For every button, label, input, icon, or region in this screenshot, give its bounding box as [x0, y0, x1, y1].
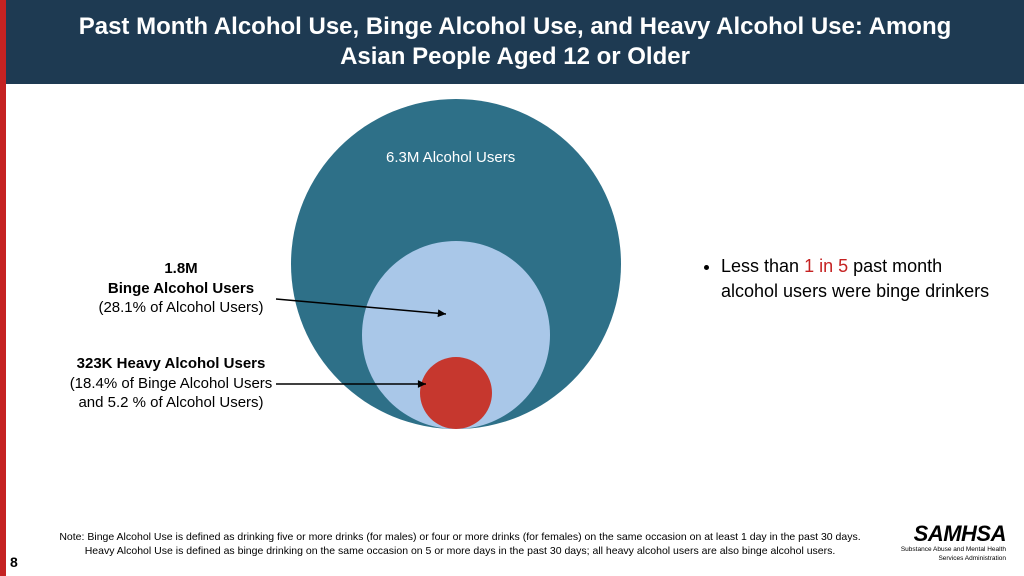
binge-value: 1.8M	[164, 260, 197, 277]
binge-name: Binge Alcohol Users	[108, 280, 254, 297]
binge-pct: (28.1% of Alcohol Users)	[98, 299, 263, 316]
slide-title: Past Month Alcohol Use, Binge Alcohol Us…	[46, 12, 984, 72]
binge-label: 1.8M Binge Alcohol Users (28.1% of Alcoh…	[86, 259, 276, 318]
heavy-name: 323K Heavy Alcohol Users	[77, 355, 266, 372]
heavy-pct: (18.4% of Binge Alcohol Users and 5.2 % …	[70, 375, 273, 412]
page-number: 8	[10, 554, 18, 570]
bullet-pre: Less than	[721, 256, 804, 276]
outer-circle-label: 6.3M Alcohol Users	[386, 149, 515, 166]
heavy-label: 323K Heavy Alcohol Users (18.4% of Binge…	[66, 354, 276, 413]
samhsa-logo: SAMHSA Substance Abuse and Mental Health…	[901, 524, 1006, 562]
logo-sub2: Services Administration	[901, 555, 1006, 562]
bullet-text: Less than 1 in 5 past month alcohol user…	[701, 254, 1001, 304]
title-bar: Past Month Alcohol Use, Binge Alcohol Us…	[6, 0, 1024, 84]
arrow-heavy	[268, 376, 434, 392]
footnote: Note: Binge Alcohol Use is defined as dr…	[50, 530, 870, 558]
chart-area: 6.3M Alcohol Users 1.8M Binge Alcohol Us…	[6, 84, 1024, 516]
slide: Past Month Alcohol Use, Binge Alcohol Us…	[0, 0, 1024, 576]
logo-sub1: Substance Abuse and Mental Health	[901, 546, 1006, 553]
bullet-highlight: 1 in 5	[804, 256, 848, 276]
logo-text: SAMHSA	[901, 524, 1006, 544]
inner-circle	[420, 357, 492, 429]
arrow-binge	[268, 291, 454, 322]
